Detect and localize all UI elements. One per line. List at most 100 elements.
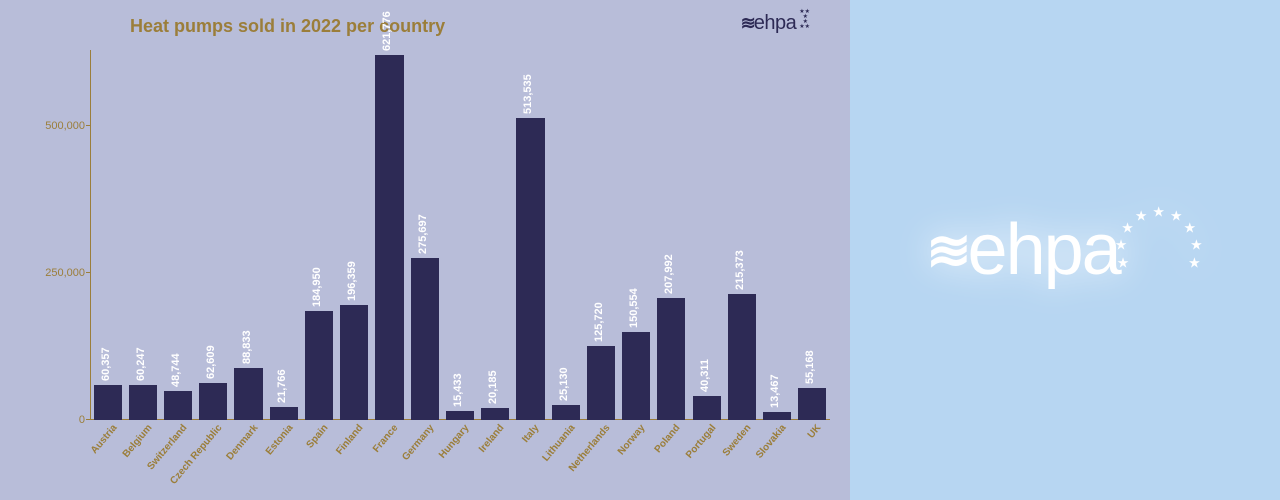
bar-value-label: 62,609 (205, 346, 217, 380)
bar-slot: 207,992Poland (654, 50, 689, 420)
star-icon: ★ (1184, 220, 1197, 237)
bar-slot: 15,433Hungary (442, 50, 477, 420)
bar-value-label: 55,168 (804, 350, 816, 384)
y-tick-label: 500,000 (30, 120, 85, 132)
waves-icon: ≋ (741, 13, 752, 34)
bar-slot: 55,168UK (795, 50, 830, 420)
bar: 48,744 (164, 391, 192, 420)
bar-slot: 184,950Spain (301, 50, 336, 420)
bar-value-label: 48,744 (170, 354, 182, 388)
bar: 215,373 (728, 294, 756, 420)
x-category-label: Austria (84, 419, 119, 456)
bar-slot: 196,359Finland (337, 50, 372, 420)
bar: 196,359 (340, 305, 368, 420)
bar-value-label: 60,247 (135, 347, 147, 381)
star-icon: ★ (1170, 208, 1183, 225)
bar-value-label: 15,433 (452, 373, 464, 407)
x-category-label: Italy (516, 419, 542, 445)
x-category-label: Finland (330, 419, 366, 457)
bar-slot: 125,720Netherlands (583, 50, 618, 420)
ehpa-big-logo: ≋ ehpa ★★★★★★★★★ (926, 205, 1203, 295)
bar-slot: 25,130Lithuania (548, 50, 583, 420)
waves-icon: ≋ (926, 219, 957, 282)
bar-slot: 513,535Italy (513, 50, 548, 420)
bar-value-label: 513,535 (522, 75, 534, 115)
bar-value-label: 40,311 (699, 359, 711, 392)
bar-slot: 621,776France (372, 50, 407, 420)
x-category-label: Poland (648, 419, 682, 455)
bar: 15,433 (446, 411, 474, 420)
big-logo-text: ehpa (968, 209, 1120, 291)
star-icon: ★ (1190, 237, 1203, 254)
x-category-label: France (367, 419, 401, 455)
bar-slot: 275,697Germany (407, 50, 442, 420)
chart-panel: Heat pumps sold in 2022 per country ≋ eh… (0, 0, 850, 500)
bar-slot: 150,554Norway (619, 50, 654, 420)
bar: 621,776 (375, 55, 403, 420)
bar-value-label: 13,467 (769, 374, 781, 408)
bar-value-label: 196,359 (346, 261, 358, 301)
chart-title: Heat pumps sold in 2022 per country (130, 16, 445, 37)
star-icon: ★ (1135, 208, 1148, 225)
bar-value-label: 21,766 (276, 370, 288, 404)
bar: 88,833 (234, 368, 262, 420)
bar: 207,992 (657, 298, 685, 420)
bar: 184,950 (305, 311, 333, 420)
star-ring-icon: ★★★★★★★★★ (1114, 205, 1204, 295)
bar-slot: 40,311Portugal (689, 50, 724, 420)
x-category-label: Ireland (473, 419, 507, 455)
bar-slot: 48,744Switzerland (160, 50, 195, 420)
x-category-label: Spain (300, 419, 331, 451)
bar: 60,357 (94, 385, 122, 420)
bars-container: 60,357Austria60,247Belgium48,744Switzerl… (90, 50, 830, 420)
bar-slot: 60,357Austria (90, 50, 125, 420)
bar-value-label: 207,992 (663, 254, 675, 294)
bar-slot: 88,833Denmark (231, 50, 266, 420)
bar-value-label: 215,373 (734, 250, 746, 290)
x-category-label: Germany (395, 419, 436, 463)
bar: 125,720 (587, 346, 615, 420)
bar-value-label: 60,357 (100, 347, 112, 381)
small-logo-text: ehpa (754, 12, 797, 35)
bar: 150,554 (622, 332, 650, 420)
x-category-label: UK (801, 419, 823, 441)
bar: 21,766 (270, 407, 298, 420)
star-icon: ★ (1117, 254, 1130, 271)
y-tick-label: 0 (30, 414, 85, 426)
stars-icon: ★★ ★ ★★★ (799, 10, 810, 30)
star-icon: ★ (1152, 204, 1165, 221)
star-icon: ★ (1115, 237, 1128, 254)
bar-slot: 215,373Sweden (724, 50, 759, 420)
bar-value-label: 150,554 (628, 288, 640, 328)
x-category-label: Slovakia (749, 419, 788, 461)
x-category-label: Portugal (679, 419, 718, 461)
star-icon: ★ (1121, 220, 1134, 237)
bar-value-label: 275,697 (417, 214, 429, 254)
chart-plot-area: 0250,000500,000 60,357Austria60,247Belgi… (90, 50, 830, 420)
bar: 40,311 (693, 396, 721, 420)
bar-slot: 21,766Estonia (266, 50, 301, 420)
x-category-label: Denmark (219, 419, 260, 463)
star-icon: ★ (1188, 254, 1201, 271)
x-category-label: Estonia (259, 419, 295, 458)
bar-value-label: 25,130 (558, 368, 570, 402)
y-tick-label: 250,000 (30, 267, 85, 279)
bar: 275,697 (411, 258, 439, 420)
bar-value-label: 20,185 (487, 371, 499, 405)
bar: 60,247 (129, 385, 157, 420)
x-category-label: Norway (611, 419, 647, 458)
bar: 25,130 (552, 405, 580, 420)
bar: 55,168 (798, 388, 826, 420)
bar-value-label: 621,776 (381, 11, 393, 51)
x-category-label: Hungary (432, 419, 471, 461)
bar: 13,467 (763, 412, 791, 420)
x-category-label: Sweden (716, 419, 753, 459)
bar-value-label: 125,720 (593, 302, 605, 342)
bar-slot: 62,609Czech Republic (196, 50, 231, 420)
bar-value-label: 88,833 (241, 330, 253, 364)
bar-slot: 13,467Slovakia (759, 50, 794, 420)
bar: 62,609 (199, 383, 227, 420)
bar-value-label: 184,950 (311, 268, 323, 308)
bar: 513,535 (516, 118, 544, 420)
bar-slot: 60,247Belgium (125, 50, 160, 420)
